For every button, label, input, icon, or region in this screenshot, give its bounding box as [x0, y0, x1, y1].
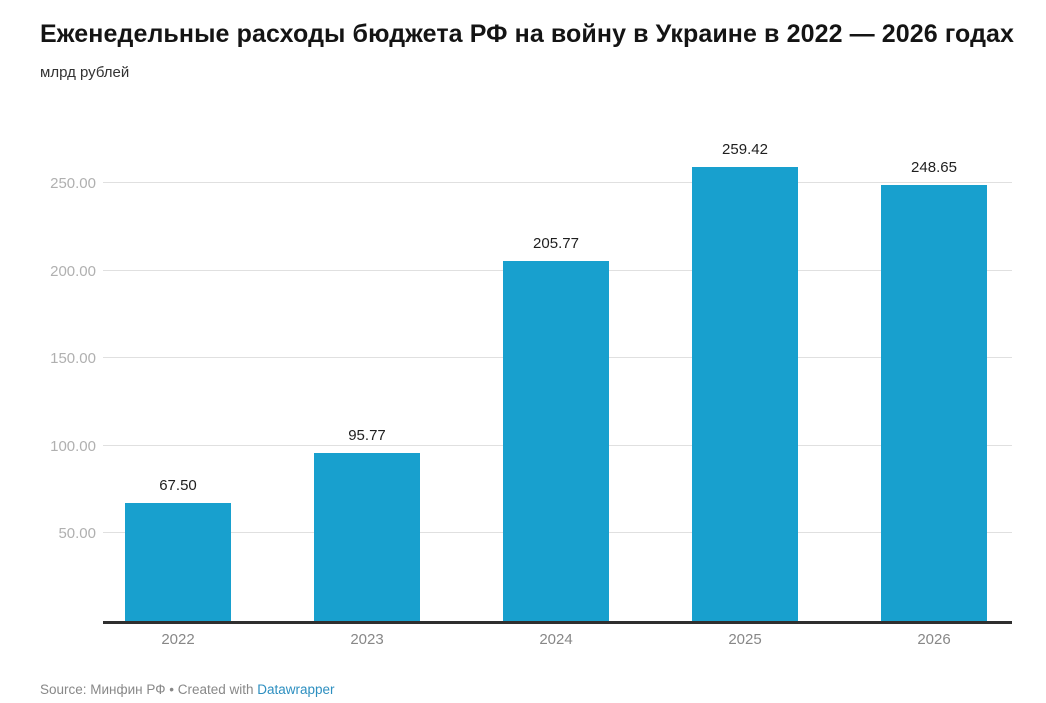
- x-axis-tick-label: 2025: [728, 631, 762, 648]
- x-axis-tick-label: 2023: [350, 631, 384, 648]
- y-axis-tick-label: 50.00: [58, 525, 96, 543]
- bar-value-label: 248.65: [911, 159, 957, 177]
- bar-2025[interactable]: [692, 166, 798, 621]
- bar-2022[interactable]: [125, 502, 231, 621]
- source-text: Source: Минфин РФ • Created with: [40, 682, 258, 697]
- y-axis-tick-label: 250.00: [50, 175, 96, 192]
- datawrapper-link[interactable]: Datawrapper: [257, 682, 335, 697]
- y-axis-tick-label: 100.00: [50, 437, 96, 455]
- plot-area: 50.00 100.00 150.00 200.00 250.00 67.50 95.77 2…: [50, 141, 1012, 621]
- y-axis-tick-label: 200.00: [50, 262, 96, 280]
- x-axis-tick-label: 2022: [161, 631, 195, 648]
- source-attribution: Source: Минфин РФ • Created with Datawra…: [40, 682, 335, 697]
- chart-subtitle: млрд рублей: [40, 64, 130, 81]
- x-axis-tick-label: 2024: [539, 631, 573, 648]
- gridline: [103, 182, 1012, 183]
- bar-2026[interactable]: [881, 185, 987, 621]
- x-axis-tick-label: 2026: [917, 631, 951, 648]
- y-axis-tick-label: 150.00: [50, 350, 96, 368]
- bar-2024[interactable]: [503, 260, 609, 621]
- bar-value-label: 259.42: [722, 140, 768, 158]
- bar-2023[interactable]: [314, 453, 420, 621]
- bar-value-label: 95.77: [348, 427, 386, 445]
- x-axis-line: [103, 621, 1012, 624]
- chart-header: Еженедельные расходы бюджета РФ на войну…: [40, 16, 1025, 81]
- bar-value-label: 67.50: [159, 476, 197, 494]
- bar-value-label: 205.77: [533, 234, 579, 252]
- chart-title: Еженедельные расходы бюджета РФ на войну…: [40, 20, 1015, 48]
